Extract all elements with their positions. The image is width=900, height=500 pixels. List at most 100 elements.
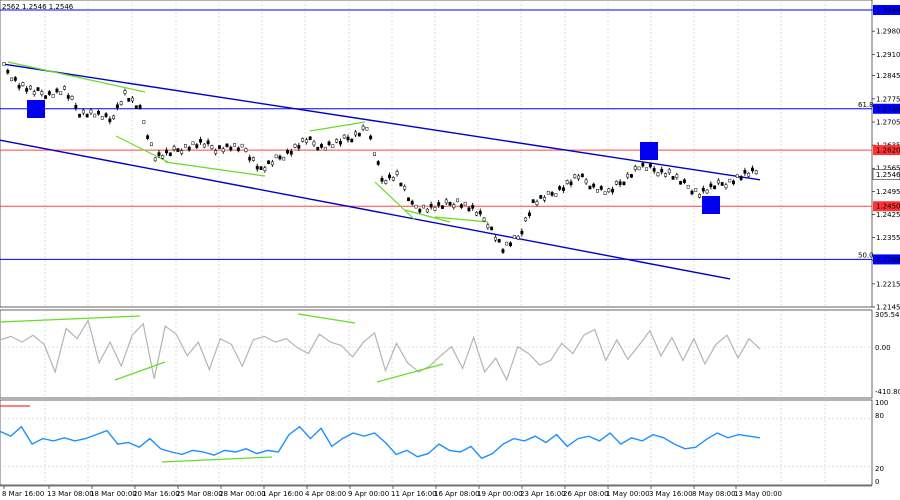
candle-body xyxy=(63,86,66,90)
cci-divergence-line xyxy=(0,315,141,323)
candle-body xyxy=(414,204,418,209)
candle-body xyxy=(149,142,153,146)
candle-body xyxy=(686,185,690,189)
candle-body xyxy=(248,156,252,161)
candle-body xyxy=(614,181,618,185)
candle-body xyxy=(720,182,724,186)
rsi-panel[interactable] xyxy=(0,399,873,486)
candle-body xyxy=(550,192,554,196)
price-axis: 1.3044 1.2980 1.2910 1.2845 1.2775 1.2705 1.26… xyxy=(872,5,900,312)
price-tag-label: 1.2289 xyxy=(876,256,900,264)
candle-body xyxy=(403,186,407,190)
candle-body xyxy=(433,207,437,211)
price-tag xyxy=(873,254,900,265)
rsi-indicator xyxy=(0,405,872,467)
candle-body xyxy=(441,205,444,209)
candle-body xyxy=(282,156,286,161)
time-tick-label: 20 Mar 16:00 xyxy=(133,490,180,498)
candle-body xyxy=(47,91,51,95)
candle-body xyxy=(569,181,573,186)
candle-body xyxy=(565,180,569,184)
candle-body xyxy=(244,148,248,152)
candle-body xyxy=(490,226,494,231)
candle-body xyxy=(667,169,671,174)
candle-body xyxy=(176,148,180,152)
price-channel[interactable] xyxy=(0,63,761,280)
price-tick-label: 1.2775 xyxy=(876,95,900,103)
time-tick-label: 3 May 16:00 xyxy=(649,490,693,498)
candle-body xyxy=(694,188,698,192)
price-tag xyxy=(873,5,900,15)
candle-body xyxy=(112,115,116,120)
candle-body xyxy=(10,77,14,82)
candle-body xyxy=(656,172,660,177)
candle-body xyxy=(467,207,471,212)
candle-body xyxy=(316,146,320,151)
time-tick-label: 23 Apr 16:00 xyxy=(520,490,566,498)
candle-body xyxy=(274,154,278,159)
candle-body xyxy=(705,189,709,194)
price-tick-label: 1.2425 xyxy=(876,211,900,219)
candle-body xyxy=(399,182,403,187)
candle-body xyxy=(278,155,282,160)
cci-bottom-label: -410.803 xyxy=(875,388,900,396)
candle-body xyxy=(611,188,615,193)
candle-body xyxy=(728,178,732,183)
candle-body xyxy=(543,197,546,201)
candle-body xyxy=(304,139,308,143)
candle-body xyxy=(754,170,758,175)
candle-body xyxy=(698,193,701,198)
candle-body xyxy=(425,208,429,213)
candle-body xyxy=(21,82,25,87)
cci-panel[interactable] xyxy=(0,309,873,399)
level-label: 61.8 xyxy=(858,101,874,109)
candle-body xyxy=(410,200,414,205)
candle-body xyxy=(59,91,63,95)
candle-body xyxy=(486,224,490,229)
candle-body xyxy=(259,166,263,170)
candle-body xyxy=(554,193,558,197)
time-tick-label: 11 Apr 16:00 xyxy=(391,490,437,498)
rsi-line xyxy=(0,425,761,460)
rsi-bottom-label: 0 xyxy=(875,478,879,486)
divergence-line xyxy=(7,61,146,93)
candle-body xyxy=(735,174,739,178)
candle-body xyxy=(134,105,138,109)
candle-body xyxy=(225,143,229,148)
candle-body xyxy=(233,143,237,147)
candle-body xyxy=(327,141,331,146)
candle-body xyxy=(607,188,611,193)
candle-body xyxy=(671,176,675,180)
candle-body xyxy=(648,163,652,168)
candle-body xyxy=(342,134,346,139)
price-tick-label: 1.2845 xyxy=(876,72,900,80)
candle-body xyxy=(146,135,150,139)
candle-body xyxy=(463,201,467,206)
candle-body xyxy=(573,174,577,179)
candle-body xyxy=(561,187,565,191)
candle-body xyxy=(308,136,312,140)
price-candles xyxy=(2,62,758,254)
candle-body xyxy=(32,91,36,95)
price-tick-label: 1.2980 xyxy=(876,28,900,36)
candle-body xyxy=(596,189,599,193)
time-tick-label: 1 May 00:00 xyxy=(606,490,650,498)
time-tick-label: 8 Mar 16:00 xyxy=(2,490,44,498)
candle-body xyxy=(429,203,433,208)
time-tick-label: 8 May 08:00 xyxy=(692,490,736,498)
candle-body xyxy=(584,179,588,184)
candle-body xyxy=(89,109,93,114)
signal-marker xyxy=(27,100,45,118)
price-panel[interactable] xyxy=(0,0,873,308)
candle-body xyxy=(630,174,633,178)
price-tag-label: 1.2450 xyxy=(876,203,900,211)
candle-body xyxy=(448,202,452,206)
candle-body xyxy=(338,140,342,145)
candle-body xyxy=(123,90,127,94)
candle-body xyxy=(218,145,221,149)
candle-body xyxy=(138,105,142,109)
cci-divergence-line xyxy=(376,363,444,383)
candle-body xyxy=(354,131,357,136)
candle-body xyxy=(183,144,187,148)
